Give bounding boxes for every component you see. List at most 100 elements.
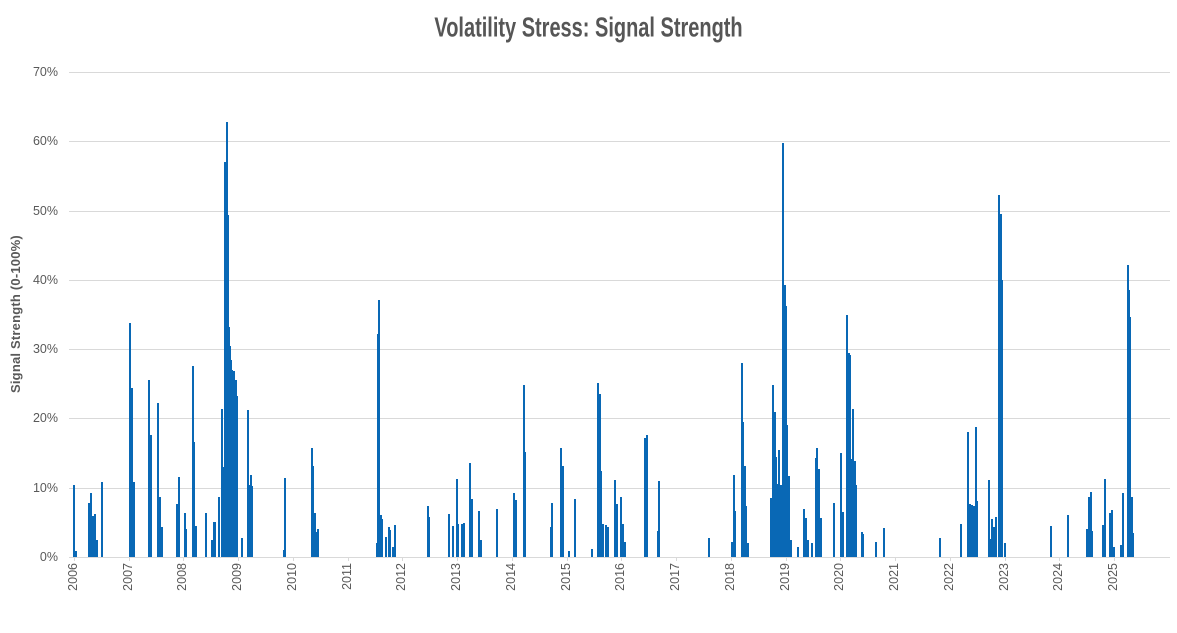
bar (317, 528, 320, 557)
bar (861, 532, 864, 557)
bar (249, 475, 252, 557)
bar (848, 354, 851, 557)
x-tick-mark-2017 (676, 557, 678, 561)
bar (95, 540, 98, 557)
x-tick-mark-2024 (1059, 557, 1061, 561)
bar (819, 518, 822, 557)
bar (1113, 546, 1116, 557)
x-tick-label-2024: 2024 (1051, 563, 1066, 591)
bar (185, 528, 188, 557)
bar (1102, 525, 1105, 557)
bar (149, 435, 152, 557)
bar (427, 506, 430, 557)
x-tick-label-2017: 2017 (668, 563, 683, 591)
bar (616, 503, 619, 557)
bar (605, 525, 608, 557)
bar (236, 395, 239, 557)
bar (966, 431, 969, 557)
bar (315, 532, 318, 557)
bar (312, 466, 315, 557)
bar (773, 411, 776, 557)
x-tick-mark-2008 (183, 557, 185, 561)
bar (224, 357, 227, 557)
bar (478, 510, 481, 557)
x-tick-mark-2021 (895, 557, 897, 561)
bar (376, 543, 379, 557)
x-tick-label-2014: 2014 (503, 563, 518, 591)
x-tick-mark-2020 (840, 557, 842, 561)
bar (389, 529, 392, 557)
bar (230, 360, 233, 557)
bar (874, 541, 877, 557)
x-tick-label-2011: 2011 (339, 563, 354, 590)
bar (972, 505, 975, 557)
bar (231, 369, 234, 557)
bar (597, 383, 600, 557)
bar (381, 518, 384, 557)
bar (769, 498, 772, 557)
x-tick-label-2021: 2021 (887, 563, 902, 591)
bar (1091, 530, 1094, 557)
bar (782, 143, 785, 557)
bar (842, 511, 845, 557)
y-tick-label-0: 0% (39, 550, 58, 564)
bar (779, 484, 782, 557)
bar (601, 523, 604, 557)
bar (391, 547, 394, 557)
bar (783, 285, 786, 557)
bar (469, 462, 472, 557)
bar (87, 502, 90, 557)
bar (786, 425, 789, 557)
bar (561, 465, 564, 557)
bar (193, 442, 196, 557)
bar (707, 538, 710, 557)
y-tick-label-70: 70% (32, 65, 58, 79)
bar (428, 516, 431, 557)
bar (226, 215, 229, 557)
bar (600, 471, 603, 557)
bar (614, 480, 617, 557)
bar (883, 527, 886, 557)
x-tick-mark-2012 (402, 557, 404, 561)
x-tick-mark-2018 (730, 557, 732, 561)
bar (455, 478, 458, 557)
bar (992, 526, 995, 557)
bar (778, 449, 781, 557)
bar (457, 524, 460, 557)
bar (998, 195, 1001, 557)
bar (513, 492, 516, 557)
bar (1130, 496, 1133, 557)
bar (514, 499, 517, 557)
bar (93, 514, 96, 557)
x-tick-label-2015: 2015 (558, 563, 573, 591)
bar (212, 521, 215, 557)
bar (147, 379, 150, 557)
bar (606, 527, 609, 557)
bar (803, 509, 806, 557)
gridline-50 (69, 210, 1170, 212)
x-tick-mark-2023 (1004, 557, 1006, 561)
gridline-30 (69, 349, 1170, 351)
bar (479, 540, 482, 557)
gridline-60 (69, 141, 1170, 143)
x-tick-mark-2025 (1114, 557, 1116, 561)
bar (495, 508, 498, 557)
bar (987, 480, 990, 557)
bar (590, 548, 593, 557)
bar (1121, 492, 1124, 557)
x-tick-mark-2006 (74, 557, 75, 561)
y-tick-label-10: 10% (32, 480, 58, 495)
bar (849, 458, 852, 557)
bar (195, 525, 198, 557)
bar (524, 451, 527, 557)
x-tick-label-2020: 2020 (832, 563, 847, 591)
bar (850, 482, 853, 557)
bar (740, 363, 743, 557)
bar (623, 541, 626, 557)
bar (746, 543, 749, 557)
bar (1127, 290, 1130, 557)
bar (1103, 479, 1106, 557)
bar (1001, 279, 1004, 557)
bar (971, 505, 974, 557)
y-tick-label-30: 30% (32, 342, 58, 357)
